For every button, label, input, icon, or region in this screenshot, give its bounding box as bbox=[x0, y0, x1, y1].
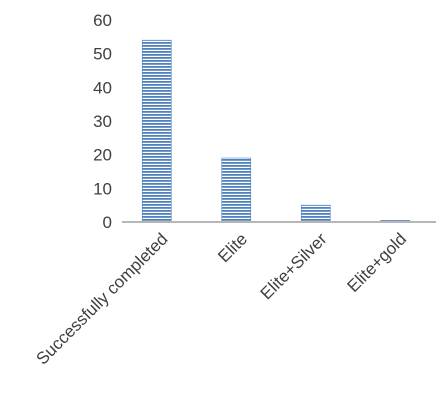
bar-elite-silver bbox=[300, 204, 331, 223]
y-axis-ticks: 0 10 20 30 40 50 60 bbox=[93, 11, 112, 232]
y-tick-label: 20 bbox=[93, 146, 112, 165]
y-tick-label: 30 bbox=[93, 112, 112, 131]
x-category-label: Elite+gold bbox=[344, 229, 411, 296]
bars bbox=[141, 39, 411, 223]
x-category-label: Elite+Silver bbox=[257, 229, 331, 303]
y-tick-label: 60 bbox=[93, 11, 112, 30]
y-tick-label: 50 bbox=[93, 45, 112, 64]
y-tick-label: 40 bbox=[93, 78, 112, 97]
bar-elite bbox=[221, 157, 252, 223]
x-category-label: Elite bbox=[214, 229, 251, 266]
y-tick-label: 10 bbox=[93, 179, 112, 198]
x-axis-category-labels: Successfully completed Elite Elite+Silver E… bbox=[33, 229, 411, 368]
bar-successfully-completed bbox=[141, 39, 172, 223]
x-category-label: Successfully completed bbox=[33, 229, 172, 368]
y-tick-label: 0 bbox=[103, 213, 112, 232]
